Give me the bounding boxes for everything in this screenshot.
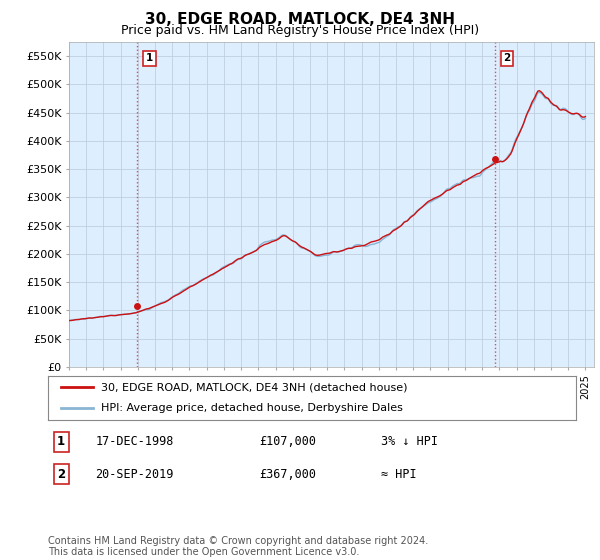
Text: 30, EDGE ROAD, MATLOCK, DE4 3NH (detached house): 30, EDGE ROAD, MATLOCK, DE4 3NH (detache… [101, 382, 407, 392]
Text: Price paid vs. HM Land Registry's House Price Index (HPI): Price paid vs. HM Land Registry's House … [121, 24, 479, 37]
Text: 1: 1 [57, 435, 65, 448]
Text: 2: 2 [57, 468, 65, 480]
Text: Contains HM Land Registry data © Crown copyright and database right 2024.
This d: Contains HM Land Registry data © Crown c… [48, 535, 428, 557]
Text: 17-DEC-1998: 17-DEC-1998 [95, 435, 174, 448]
Text: £107,000: £107,000 [259, 435, 316, 448]
Text: £367,000: £367,000 [259, 468, 316, 480]
Text: 3% ↓ HPI: 3% ↓ HPI [380, 435, 437, 448]
Text: 1: 1 [146, 53, 153, 63]
Text: HPI: Average price, detached house, Derbyshire Dales: HPI: Average price, detached house, Derb… [101, 403, 403, 413]
Text: ≈ HPI: ≈ HPI [380, 468, 416, 480]
Text: 20-SEP-2019: 20-SEP-2019 [95, 468, 174, 480]
Text: 2: 2 [503, 53, 511, 63]
Text: 30, EDGE ROAD, MATLOCK, DE4 3NH: 30, EDGE ROAD, MATLOCK, DE4 3NH [145, 12, 455, 27]
